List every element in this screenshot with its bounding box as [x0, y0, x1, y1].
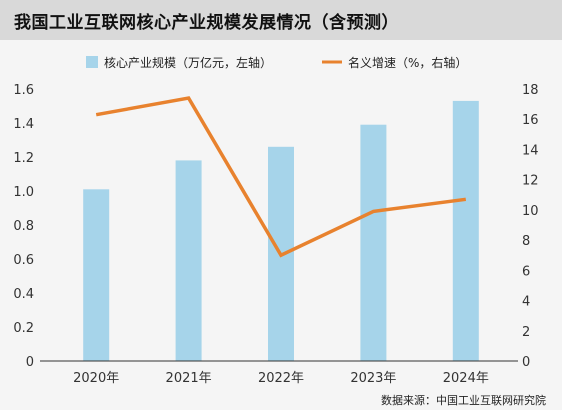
x-tick-label: 2020年	[73, 371, 119, 386]
bar-2024年	[452, 100, 479, 362]
bar-2021年	[175, 160, 202, 361]
left-tick-label: 1.6	[13, 83, 34, 98]
legend-swatch-bar	[86, 56, 98, 68]
x-tick-label: 2024年	[443, 371, 489, 386]
right-tick-label: 4	[522, 295, 530, 310]
left-tick-label: 1.4	[13, 117, 34, 132]
left-tick-label: 1.2	[13, 151, 34, 166]
right-tick-label: 2	[522, 325, 530, 340]
line-series	[95, 96, 467, 258]
left-tick-label: 1.0	[13, 185, 34, 200]
bar-2020年	[83, 189, 110, 361]
x-tick-label: 2022年	[258, 371, 304, 386]
left-tick-label: 0	[26, 355, 34, 370]
bar-series	[83, 100, 479, 362]
x-tick-label: 2021年	[166, 371, 212, 386]
legend-label-bar: 核心产业规模（万亿元，左轴）	[104, 55, 272, 70]
right-tick-label: 14	[522, 143, 539, 158]
chart-canvas: 核心产业规模（万亿元，左轴） 名义增速（%，右轴） 0 0.2 0.4 0.6 0.8 1.…	[13, 55, 538, 386]
x-tick-label: 2023年	[350, 371, 396, 386]
right-tick-label: 0	[522, 355, 530, 370]
axes: 0 0.2 0.4 0.6 0.8 1.0 1.2 1.4 1.6 0 2 4 6 8 10 12 14 16 18…	[13, 83, 538, 386]
bar-2023年	[360, 124, 387, 361]
left-tick-label: 0.2	[13, 321, 34, 336]
right-tick-label: 12	[522, 174, 539, 189]
legend-label-line: 名义增速（%，右轴）	[348, 55, 467, 70]
chart-title: 我国工业互联网核心产业规模发展情况（含预测）	[14, 13, 399, 33]
right-tick-label: 8	[522, 234, 530, 249]
data-source-note: 数据来源：中国工业互联网研究院	[381, 394, 546, 407]
right-tick-label: 6	[522, 264, 530, 279]
legend: 核心产业规模（万亿元，左轴） 名义增速（%，右轴）	[86, 55, 467, 70]
left-tick-label: 0.8	[13, 219, 34, 234]
left-tick-label: 0.4	[13, 287, 34, 302]
right-tick-label: 10	[522, 204, 539, 219]
right-tick-label: 18	[522, 83, 539, 98]
right-tick-label: 16	[522, 113, 539, 128]
left-tick-label: 0.6	[13, 253, 34, 268]
title-bar: 我国工业互联网核心产业规模发展情况（含预测）	[0, 0, 562, 40]
